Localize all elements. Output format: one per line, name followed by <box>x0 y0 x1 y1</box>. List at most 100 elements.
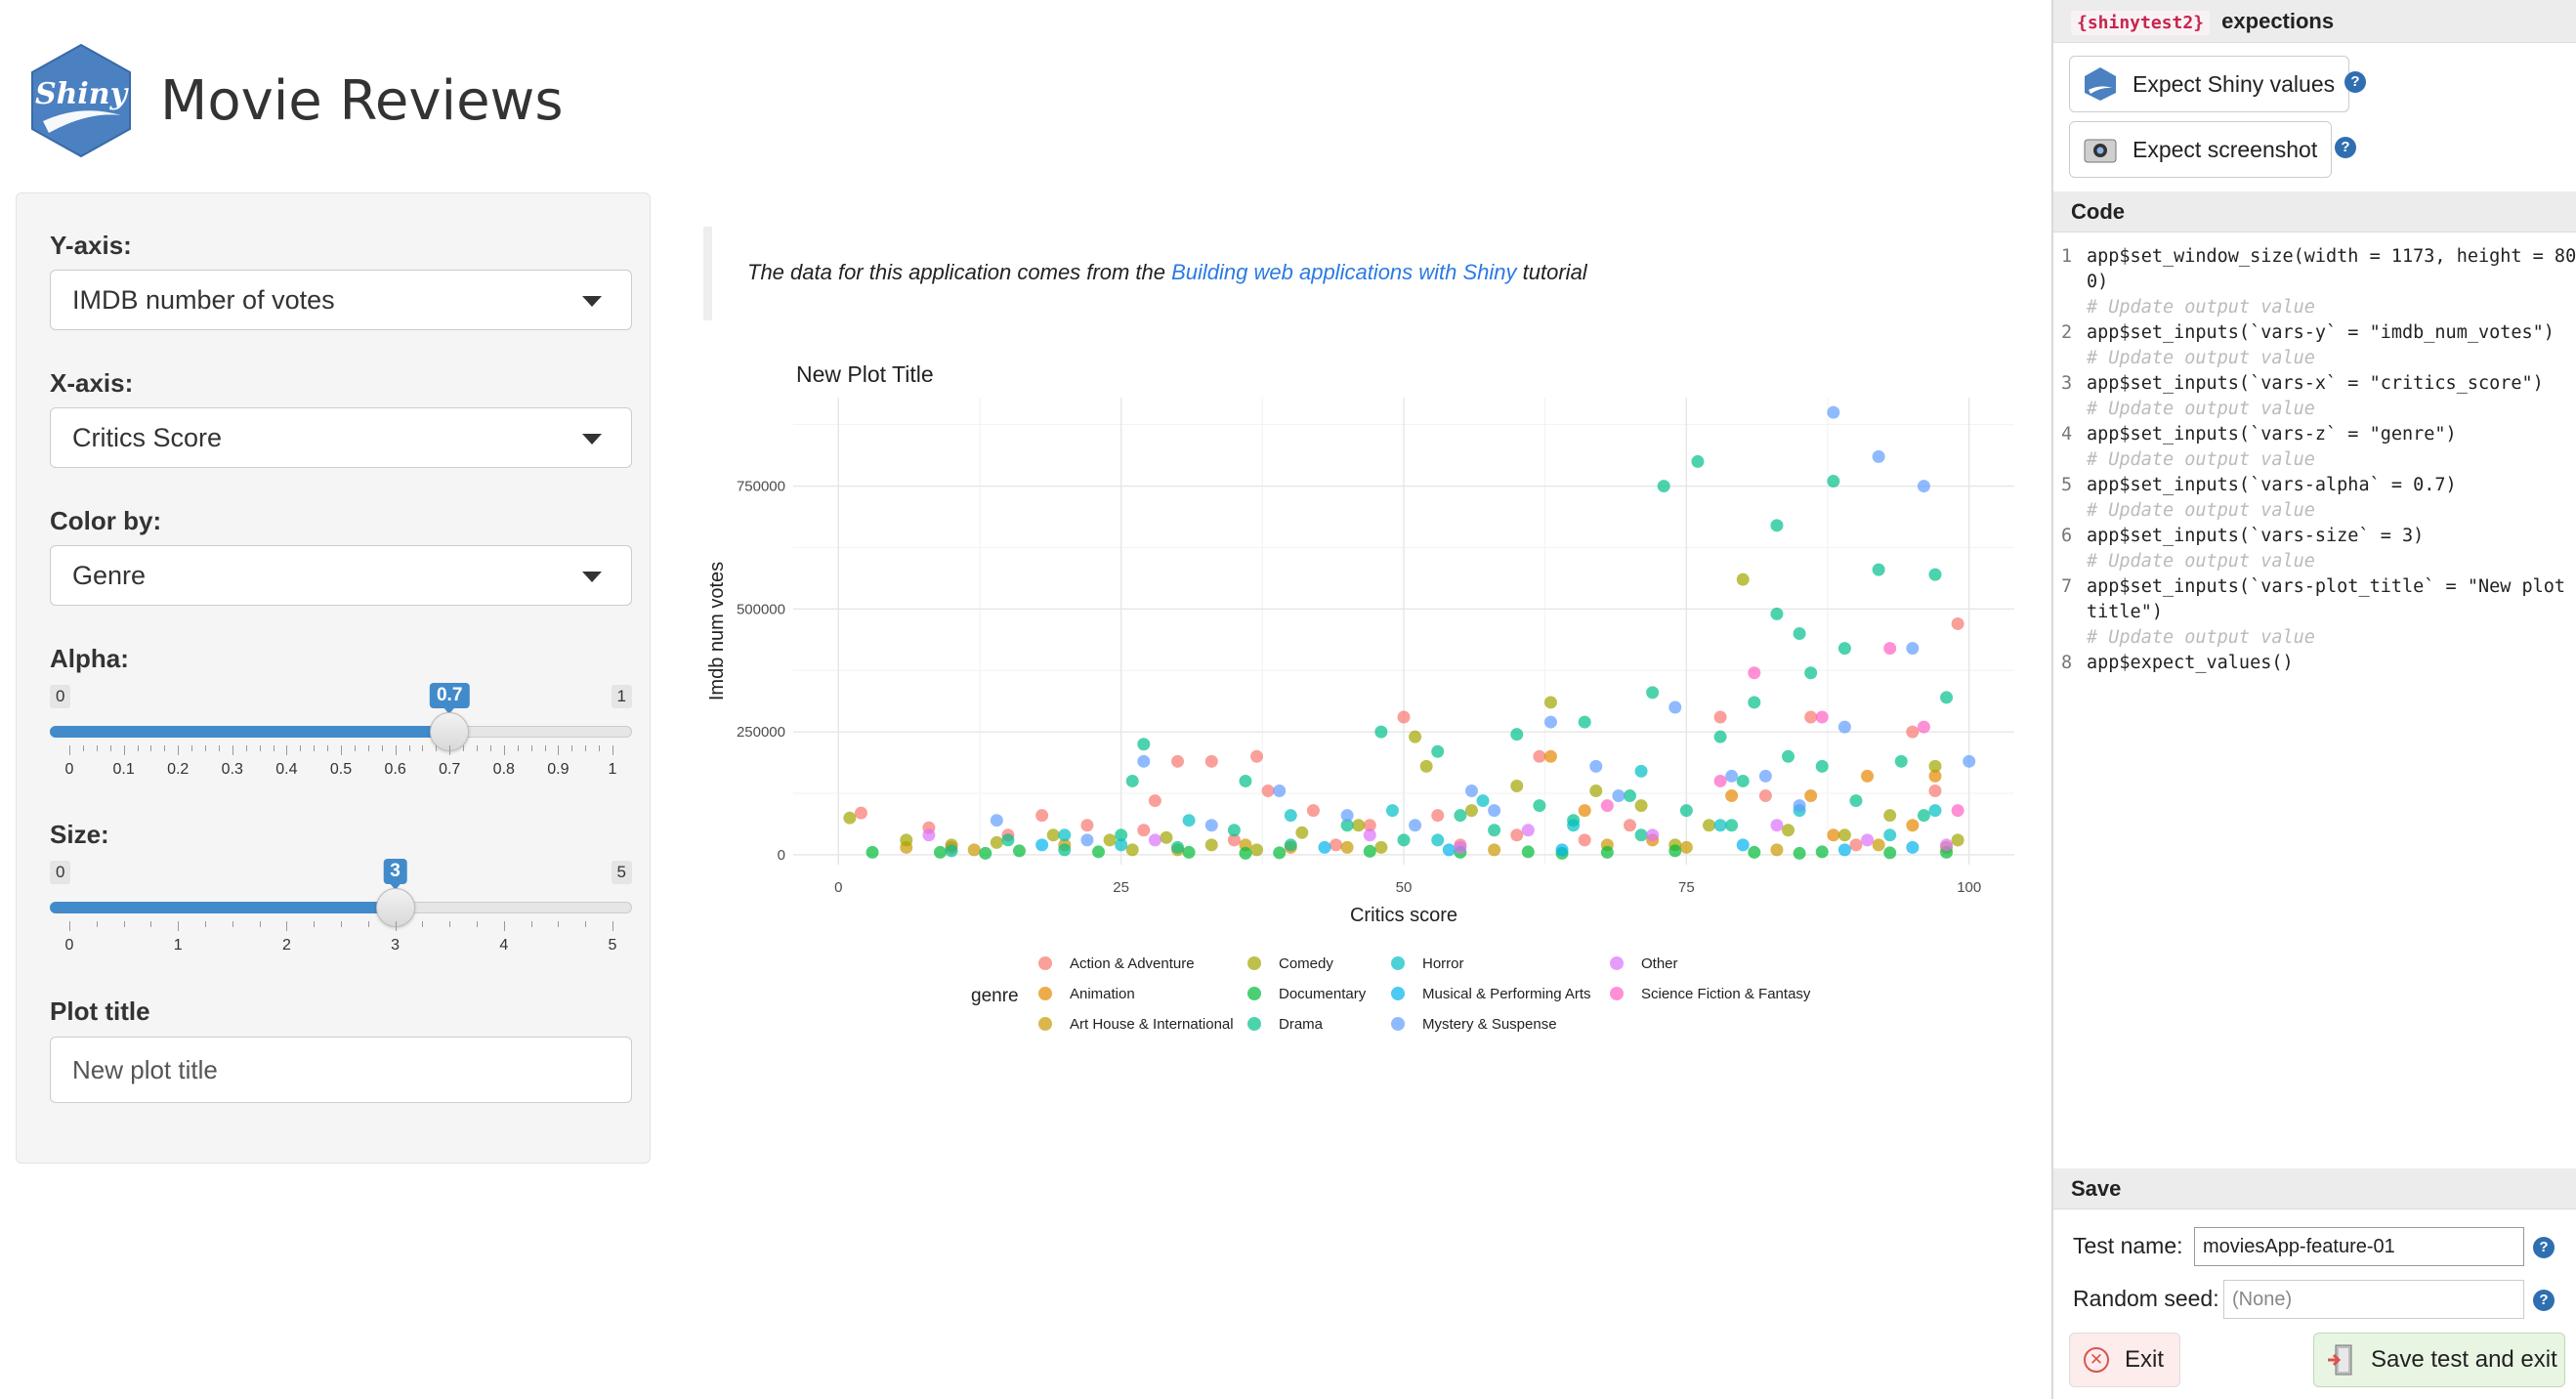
slider-tick-label: 0.7 <box>439 761 461 778</box>
close-icon: ✕ <box>2084 1347 2109 1373</box>
alpha-max: 1 <box>611 685 632 708</box>
test-name-input[interactable]: moviesApp-feature-01 <box>2194 1227 2524 1266</box>
data-point <box>1861 833 1875 847</box>
data-point <box>1668 700 1682 714</box>
legend-key <box>1610 956 1624 970</box>
y-tick-label: 500000 <box>737 601 785 617</box>
data-point <box>1928 769 1942 783</box>
slider-minor-tick <box>314 921 316 927</box>
data-point <box>1431 809 1445 823</box>
save-test-exit-label: Save test and exit <box>2371 1346 2557 1373</box>
data-point <box>1397 833 1411 847</box>
data-point <box>1758 769 1772 783</box>
random-seed-input[interactable]: (None) <box>2223 1280 2524 1319</box>
alpha-handle[interactable] <box>430 712 470 751</box>
shinytest2-tag: {shinytest2} <box>2071 11 2211 35</box>
data-point <box>1171 840 1185 854</box>
x-axis-label: Critics score <box>1350 905 1457 926</box>
color-select[interactable]: Genre <box>50 545 632 606</box>
help-icon[interactable]: ? <box>2533 1290 2555 1311</box>
data-point <box>843 811 857 825</box>
alpha-min: 0 <box>50 685 71 708</box>
slider-minor-tick <box>354 745 356 751</box>
data-point <box>1928 804 1942 818</box>
expect-values-button[interactable]: Expect Shiny values <box>2069 56 2350 112</box>
slider-minor-tick <box>205 745 206 751</box>
slider-tick <box>395 745 397 755</box>
expect-screenshot-button[interactable]: Expect screenshot <box>2069 121 2333 178</box>
data-point <box>1837 720 1851 734</box>
yaxis-select[interactable]: IMDB number of votes <box>50 270 632 330</box>
legend-label: Science Fiction & Fantasy <box>1641 986 1811 1002</box>
slider-minor-tick <box>571 745 573 751</box>
data-point <box>1239 846 1252 860</box>
size-slider[interactable]: 0 5 3 0 1 2 3 4 5 <box>50 859 632 958</box>
data-point <box>1374 725 1388 739</box>
data-point <box>1917 809 1930 823</box>
sidebar-panel: Y-axis: IMDB number of votes X-axis: Cri… <box>16 192 651 1164</box>
data-point <box>1464 804 1478 818</box>
data-point <box>1385 804 1399 818</box>
data-point <box>1736 572 1750 586</box>
data-point <box>1148 833 1161 847</box>
alpha-slider[interactable]: 0 1 0.7 0 0.1 0.2 0.3 0.4 0.5 0.6 0.7 0.8 0.9 1 <box>50 683 632 783</box>
slider-tick <box>612 921 613 931</box>
code-line-number: 3 <box>2061 373 2073 394</box>
data-point <box>1035 838 1049 852</box>
data-point <box>1883 846 1897 860</box>
y-axis-label: Imdb num votes <box>706 562 728 700</box>
legend-label: Animation <box>1070 986 1135 1002</box>
data-point <box>1804 710 1818 724</box>
size-handle[interactable] <box>375 888 415 927</box>
save-test-exit-button[interactable]: Save test and exit <box>2313 1333 2565 1387</box>
code-header: Code <box>2053 191 2576 233</box>
slider-tick-label: 0.1 <box>112 761 135 778</box>
slider-minor-tick <box>530 745 532 751</box>
code-line: app$set_inputs(`vars-y` = "imdb_num_vote… <box>2087 322 2555 343</box>
code-line-number: 4 <box>2061 424 2073 445</box>
data-point <box>1951 616 1964 630</box>
tutorial-link[interactable]: Building web applications with Shiny <box>1171 260 1517 284</box>
x-tick-label: 25 <box>1113 879 1129 896</box>
data-point <box>1827 828 1840 842</box>
help-icon[interactable]: ? <box>2344 71 2366 93</box>
data-point <box>1906 725 1920 739</box>
xaxis-label: X-axis: <box>50 368 134 398</box>
slider-tick-label: 2 <box>281 937 291 954</box>
size-label: Size: <box>50 820 109 849</box>
data-point <box>1137 738 1151 751</box>
random-seed-label: Random seed: <box>2073 1286 2219 1311</box>
data-point <box>1634 764 1648 778</box>
legend-key <box>1247 956 1261 970</box>
data-point <box>1409 819 1422 832</box>
data-point <box>1001 833 1015 847</box>
slider-minor-tick <box>530 921 532 927</box>
help-icon[interactable]: ? <box>2335 137 2356 158</box>
help-icon[interactable]: ? <box>2533 1237 2555 1258</box>
code-line: app$set_inputs(`vars-plot_title` = "New … <box>2087 576 2566 597</box>
yaxis-label: Y-axis: <box>50 231 132 260</box>
data-point <box>1419 759 1433 773</box>
legend-key <box>1038 1017 1052 1031</box>
slider-tick <box>558 745 560 755</box>
exit-button[interactable]: ✕ Exit <box>2069 1333 2180 1387</box>
xaxis-select[interactable]: Critics Score <box>50 407 632 468</box>
code-line: app$set_inputs(`vars-z` = "genre") <box>2087 424 2457 445</box>
size-current-value: 3 <box>383 859 407 890</box>
chevron-down-icon <box>582 434 602 445</box>
data-point <box>1227 833 1241 847</box>
data-point <box>1340 809 1354 823</box>
code-comment: # Update output value <box>2087 399 2315 419</box>
slider-tick-label: 3 <box>391 937 401 954</box>
slider-minor-tick <box>422 745 424 751</box>
data-point <box>1431 833 1445 847</box>
data-point <box>1872 449 1885 463</box>
slider-tick <box>123 745 125 755</box>
slider-minor-tick <box>381 745 383 751</box>
plot-title-input[interactable]: New plot title <box>50 1037 632 1103</box>
code-comment: # Update output value <box>2087 500 2315 521</box>
slider-tick-label: 0.6 <box>384 761 406 778</box>
slider-tick-label: 0.2 <box>167 761 190 778</box>
data-point <box>1600 799 1614 813</box>
data-point <box>1137 754 1151 768</box>
